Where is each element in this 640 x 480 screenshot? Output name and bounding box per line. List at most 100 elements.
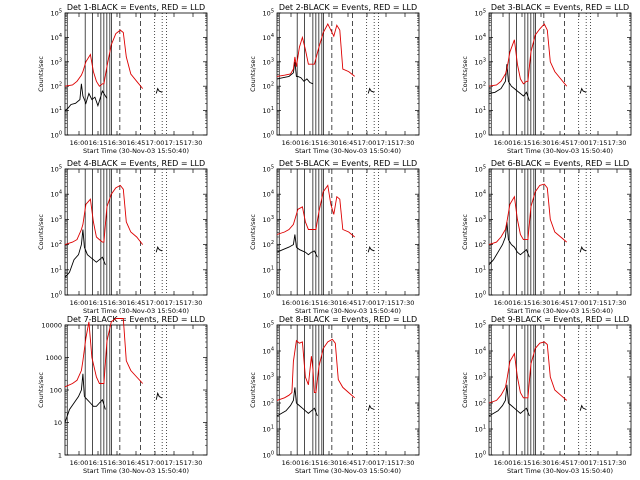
x-tick-label: 16:15 xyxy=(89,459,108,467)
y-tick-label: 104 xyxy=(475,347,486,356)
y-tick-label: 101 xyxy=(475,265,486,274)
y-tick-label: 104 xyxy=(263,33,274,42)
panel-title: Det 7-BLACK = Events, RED = LLD xyxy=(67,315,205,324)
y-tick-label: 105 xyxy=(263,321,274,330)
series-events-late-segment xyxy=(579,404,587,411)
series-events-late-segment xyxy=(155,245,163,253)
y-tick-label: 103 xyxy=(475,215,486,224)
x-tick-label: 16:15 xyxy=(513,139,532,147)
x-tick-label: 17:00 xyxy=(146,459,165,467)
x-axis-label: Start Time (30-Nov-03 15:50:40) xyxy=(83,307,189,315)
y-tick-label: 100 xyxy=(475,131,486,140)
y-tick-label: 102 xyxy=(263,82,274,91)
series-lld-line xyxy=(488,183,567,246)
y-tick-label: 102 xyxy=(475,399,486,408)
plot-frame xyxy=(64,324,208,456)
x-tick-label: 17:30 xyxy=(396,299,415,307)
y-tick-label: 103 xyxy=(51,215,62,224)
y-tick-label: 103 xyxy=(263,215,274,224)
series-events-line xyxy=(276,387,318,417)
series-lld-line xyxy=(64,29,144,89)
y-tick-label: 10000 xyxy=(41,322,62,330)
x-tick-label: 17:30 xyxy=(608,299,627,307)
x-tick-label: 16:30 xyxy=(320,299,339,307)
y-tick-label: 102 xyxy=(475,82,486,91)
x-tick-label: 16:15 xyxy=(513,299,532,307)
y-tick-label: 105 xyxy=(263,165,274,174)
panel-title: Det 4-BLACK = Events, RED = LLD xyxy=(67,159,205,168)
x-tick-label: 16:45 xyxy=(339,139,358,147)
y-tick-label: 100 xyxy=(263,291,274,300)
x-tick-label: 16:15 xyxy=(301,459,320,467)
panel-title: Det 9-BLACK = Events, RED = LLD xyxy=(491,315,629,324)
y-tick-label: 103 xyxy=(475,373,486,382)
plot-frame xyxy=(64,12,208,136)
y-tick-label: 102 xyxy=(51,240,62,249)
y-tick-label: 100 xyxy=(51,131,62,140)
series-lld-line xyxy=(488,341,567,404)
x-tick-label: 16:15 xyxy=(89,139,108,147)
x-tick-label: 16:00 xyxy=(494,139,513,147)
y-axis-label: Counts/sec xyxy=(249,56,257,92)
x-tick-label: 16:00 xyxy=(70,139,89,147)
series-events-line xyxy=(488,384,530,417)
y-tick-label: 103 xyxy=(263,57,274,66)
y-tick-label: 101 xyxy=(475,425,486,434)
y-axis-label: Counts/sec xyxy=(249,372,257,408)
y-axis-label: Counts/sec xyxy=(461,56,469,92)
x-tick-label: 16:00 xyxy=(494,459,513,467)
panel-det-9: Det 9-BLACK = Events, RED = LLD 100 101 102… xyxy=(461,315,632,475)
panel-det-1: Det 1-BLACK = Events, RED = LLD 100 101 102… xyxy=(37,3,208,155)
plot-frame xyxy=(488,12,632,136)
x-tick-label: 16:00 xyxy=(70,299,89,307)
y-tick-label: 101 xyxy=(263,425,274,434)
plot-frame xyxy=(276,324,420,456)
y-tick-label: 102 xyxy=(475,240,486,249)
panel-title: Det 2-BLACK = Events, RED = LLD xyxy=(279,3,417,12)
y-tick-label: 105 xyxy=(475,321,486,330)
x-tick-label: 17:00 xyxy=(358,459,377,467)
panel-det-5: Det 5-BLACK = Events, RED = LLD 100 101 102… xyxy=(249,159,420,315)
panel-det-6: Det 6-BLACK = Events, RED = LLD 100 101 102… xyxy=(461,159,632,315)
y-tick-label: 100 xyxy=(50,387,62,395)
y-tick-label: 101 xyxy=(51,265,62,274)
panel-title: Det 5-BLACK = Events, RED = LLD xyxy=(279,159,417,168)
y-tick-label: 103 xyxy=(263,373,274,382)
x-axis-label: Start Time (30-Nov-03 15:50:40) xyxy=(295,467,401,475)
x-tick-label: 16:45 xyxy=(127,299,146,307)
panel-det-8: Det 8-BLACK = Events, RED = LLD 100 101 102… xyxy=(249,315,420,475)
x-tick-label: 16:30 xyxy=(532,299,551,307)
series-events-line xyxy=(276,234,318,258)
y-tick-label: 1000 xyxy=(45,354,62,362)
x-tick-label: 17:00 xyxy=(358,139,377,147)
plot-frame xyxy=(64,168,208,296)
y-tick-label: 104 xyxy=(475,190,486,199)
series-events-late-segment xyxy=(579,245,587,253)
y-tick-label: 101 xyxy=(263,265,274,274)
x-axis-label: Start Time (30-Nov-03 15:50:40) xyxy=(507,467,613,475)
y-tick-label: 104 xyxy=(475,33,486,42)
series-lld-line xyxy=(276,23,355,77)
x-tick-label: 17:00 xyxy=(358,299,377,307)
y-axis-label: Counts/sec xyxy=(249,214,257,250)
panel-det-7: Det 7-BLACK = Events, RED = LLD 1 10 100 100… xyxy=(37,315,208,475)
x-axis-label: Start Time (30-Nov-03 15:50:40) xyxy=(295,147,401,155)
x-tick-label: 17:15 xyxy=(377,299,396,307)
x-tick-label: 16:45 xyxy=(551,139,570,147)
y-tick-label: 104 xyxy=(263,190,274,199)
panel-det-4: Det 4-BLACK = Events, RED = LLD 100 101 102… xyxy=(37,159,208,315)
x-tick-label: 17:00 xyxy=(570,139,589,147)
y-tick-label: 101 xyxy=(51,106,62,115)
x-tick-label: 16:00 xyxy=(70,459,89,467)
y-tick-label: 105 xyxy=(51,9,62,18)
x-tick-label: 17:30 xyxy=(396,459,415,467)
series-events-line xyxy=(64,373,106,423)
x-tick-label: 17:15 xyxy=(165,299,184,307)
x-tick-label: 16:15 xyxy=(301,139,320,147)
x-tick-label: 17:15 xyxy=(165,139,184,147)
x-tick-label: 16:15 xyxy=(301,299,320,307)
series-lld-line xyxy=(488,23,568,87)
x-tick-label: 17:30 xyxy=(608,139,627,147)
x-tick-label: 17:30 xyxy=(184,139,203,147)
series-lld-line xyxy=(64,318,144,388)
